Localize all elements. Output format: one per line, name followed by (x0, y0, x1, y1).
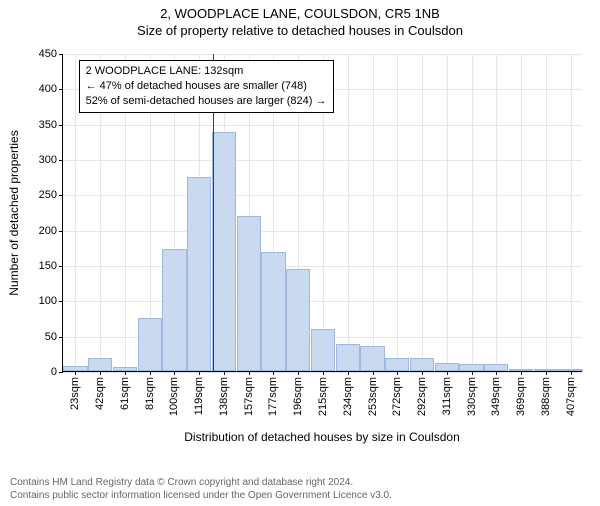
page-title: 2, WOODPLACE LANE, COULSDON, CR5 1NB (0, 6, 600, 21)
histogram-bar (435, 363, 459, 371)
x-tick-label: 196sqm (292, 377, 304, 416)
annotation-line: 52% of semi-detached houses are larger (… (86, 94, 327, 109)
y-tick-label: 50 (45, 331, 63, 343)
x-tick-label: 407sqm (565, 377, 577, 416)
annotation-box: 2 WOODPLACE LANE: 132sqm← 47% of detache… (79, 60, 334, 113)
x-tick-label: 138sqm (218, 377, 230, 416)
x-tick-mark (323, 371, 324, 375)
histogram-bar (360, 346, 384, 371)
y-tick-label: 150 (39, 260, 63, 272)
x-tick-mark (224, 371, 225, 375)
x-tick-label: 81sqm (144, 377, 156, 410)
x-tick-label: 311sqm (441, 377, 453, 415)
page-subtitle: Size of property relative to detached ho… (0, 23, 600, 38)
x-tick-label: 61sqm (119, 377, 131, 410)
y-tick-label: 450 (39, 48, 63, 60)
y-tick-label: 250 (39, 189, 63, 201)
x-tick-mark (150, 371, 151, 375)
x-tick-label: 42sqm (94, 377, 106, 410)
gridline-v (472, 54, 473, 371)
gridline-v (546, 54, 547, 371)
x-tick-mark (422, 371, 423, 375)
x-tick-mark (571, 371, 572, 375)
x-tick-mark (273, 371, 274, 375)
annotation-line: ← 47% of detached houses are smaller (74… (86, 79, 327, 94)
gridline-v (348, 54, 349, 371)
x-tick-mark (125, 371, 126, 375)
x-tick-label: 330sqm (466, 377, 478, 416)
footer-attribution: Contains HM Land Registry data © Crown c… (10, 477, 392, 502)
histogram-bar (88, 358, 112, 371)
y-tick-label: 350 (39, 119, 63, 131)
gridline-v (521, 54, 522, 371)
x-tick-mark (298, 371, 299, 375)
x-tick-mark (100, 371, 101, 375)
x-tick-label: 292sqm (416, 377, 428, 416)
x-tick-label: 157sqm (243, 377, 255, 416)
histogram-bar (336, 344, 360, 371)
x-tick-mark (249, 371, 250, 375)
x-tick-label: 349sqm (490, 377, 502, 416)
gridline-v (422, 54, 423, 371)
x-tick-mark (199, 371, 200, 375)
gridline-v (397, 54, 398, 371)
plot-area: 05010015020025030035040045023sqm42sqm61s… (62, 54, 582, 372)
x-tick-mark (472, 371, 473, 375)
x-tick-mark (447, 371, 448, 375)
x-tick-mark (75, 371, 76, 375)
x-tick-mark (546, 371, 547, 375)
x-tick-mark (496, 371, 497, 375)
x-tick-label: 215sqm (317, 377, 329, 416)
histogram-bar (385, 358, 409, 371)
histogram-bar (311, 329, 335, 371)
y-tick-label: 0 (51, 366, 63, 378)
footer-line-1: Contains HM Land Registry data © Crown c… (10, 477, 392, 490)
histogram-bar (187, 177, 211, 371)
gridline-v (447, 54, 448, 371)
x-tick-label: 100sqm (168, 377, 180, 416)
x-tick-mark (397, 371, 398, 375)
y-tick-label: 300 (39, 154, 63, 166)
gridline-v (496, 54, 497, 371)
histogram-bar (286, 269, 310, 371)
x-tick-mark (348, 371, 349, 375)
annotation-line: 2 WOODPLACE LANE: 132sqm (86, 64, 327, 79)
y-tick-label: 100 (39, 295, 63, 307)
chart-container: 0 50 100 150 200 250 300 350 400 450 23sqm 42sqm 61s… (0, 46, 600, 446)
x-tick-label: 119sqm (193, 377, 205, 415)
histogram-bar (410, 358, 434, 371)
x-tick-mark (373, 371, 374, 375)
x-tick-label: 272sqm (391, 377, 403, 416)
histogram-bar (237, 216, 261, 371)
gridline-v (571, 54, 572, 371)
x-tick-label: 177sqm (267, 377, 279, 416)
gridline-v (75, 54, 76, 371)
y-axis-label: Number of detached properties (7, 130, 21, 295)
x-tick-mark (521, 371, 522, 375)
y-tick-label: 400 (39, 83, 63, 95)
x-tick-mark (174, 371, 175, 375)
x-axis-label: Distribution of detached houses by size … (184, 430, 460, 444)
histogram-bar (459, 364, 483, 371)
histogram-bar (261, 252, 285, 371)
gridline-v (373, 54, 374, 371)
histogram-bar (484, 364, 508, 371)
x-tick-label: 253sqm (367, 377, 379, 416)
histogram-bar (212, 132, 236, 371)
histogram-bar (138, 318, 162, 371)
x-tick-label: 234sqm (342, 377, 354, 416)
y-tick-label: 200 (39, 225, 63, 237)
footer-line-2: Contains public sector information licen… (10, 490, 392, 503)
x-tick-label: 23sqm (69, 377, 81, 410)
x-tick-label: 388sqm (540, 377, 552, 416)
histogram-bar (162, 249, 186, 371)
x-tick-label: 369sqm (515, 377, 527, 416)
